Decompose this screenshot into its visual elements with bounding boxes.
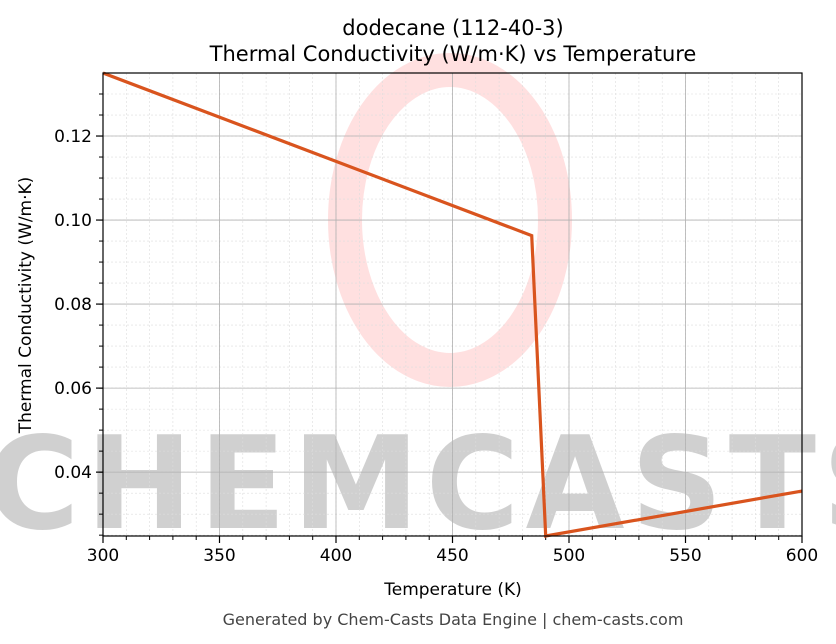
x-tick-label: 400 [320, 546, 352, 566]
x-tick-label: 300 [87, 546, 119, 566]
y-tick-label: 0.06 [54, 379, 92, 399]
y-axis-label: Thermal Conductivity (W/m·K) [16, 177, 36, 435]
x-tick-label: 550 [669, 546, 701, 566]
x-axis-label: Temperature (K) [383, 580, 522, 600]
y-tick-label: 0.10 [54, 211, 92, 231]
chart-subtitle: Thermal Conductivity (W/m·K) vs Temperat… [209, 42, 697, 66]
plot-frame [102, 72, 803, 537]
x-tick-label: 450 [436, 546, 468, 566]
watermark-logo: CHEMCASTS [0, 53, 836, 559]
chart-title: dodecane (112-40-3) [342, 16, 563, 40]
y-tick-label: 0.04 [54, 463, 92, 483]
x-tick-label: 500 [553, 546, 585, 566]
x-tick-label: 600 [786, 546, 818, 566]
series-line [102, 71, 803, 538]
y-tick-label: 0.08 [54, 295, 92, 315]
watermark-text: CHEMCASTS [0, 410, 836, 559]
footer-credit: Generated by Chem-Casts Data Engine | ch… [223, 610, 684, 629]
x-tick-label: 350 [203, 546, 235, 566]
y-tick-label: 0.12 [54, 127, 92, 147]
